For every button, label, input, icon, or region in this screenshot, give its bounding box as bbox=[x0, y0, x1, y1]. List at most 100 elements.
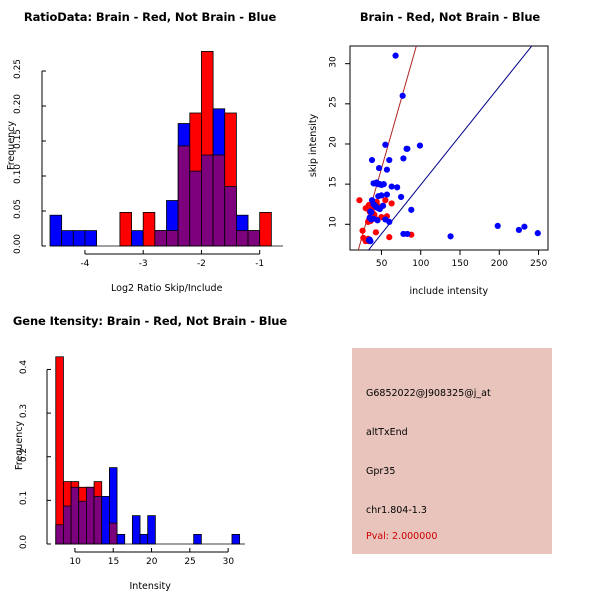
axis-tick-label: 20 bbox=[146, 557, 158, 567]
scatter-point bbox=[447, 233, 454, 240]
scatter-point bbox=[372, 229, 380, 236]
histogram-bar bbox=[139, 533, 149, 545]
axis-tick-label: -4 bbox=[80, 259, 90, 269]
histogram-bar-overlap bbox=[108, 522, 118, 545]
scatter-point bbox=[382, 197, 389, 204]
histogram-bar bbox=[72, 230, 86, 247]
histogram-bar-overlap bbox=[63, 505, 72, 545]
scatter-point bbox=[374, 217, 381, 224]
scatter-point bbox=[368, 209, 375, 216]
scatter-point bbox=[383, 166, 391, 173]
gene-intensity-panel: Gene Itensity: Brain - Red, Not Brain - … bbox=[0, 300, 300, 600]
intensity-scatter-title: Brain - Red, Not Brain - Blue bbox=[359, 10, 541, 24]
axis-tick-label: 15 bbox=[107, 557, 120, 567]
histogram-bar bbox=[147, 515, 156, 545]
histogram-bar bbox=[131, 515, 141, 545]
scatter-point bbox=[394, 184, 401, 191]
histogram-bar bbox=[55, 356, 64, 545]
histogram-bar-overlap bbox=[154, 230, 167, 247]
intensity-scatter-ylabel: skip intensity bbox=[307, 113, 319, 178]
histogram-bar bbox=[84, 230, 97, 247]
gene-intensity-xlabel: Intensity bbox=[129, 581, 171, 592]
histogram-bar bbox=[259, 211, 272, 247]
axis-tick-label: -3 bbox=[138, 259, 148, 269]
event-type-text: altTxEnd bbox=[366, 427, 408, 438]
scatter-point bbox=[386, 234, 393, 241]
ratio-histogram-panel: RatioData: Brain - Red, Not Brain - Blue… bbox=[0, 0, 300, 300]
axis-tick-label: 0.2 bbox=[19, 447, 30, 462]
scatter-point bbox=[534, 230, 541, 237]
pval-text: Pval: 2.000000 bbox=[366, 531, 438, 542]
histogram-bar-overlap bbox=[189, 170, 202, 247]
histogram-bar-overlap bbox=[247, 230, 261, 247]
axis-tick-label: 0.15 bbox=[13, 128, 24, 150]
gene-symbol-text: Gpr35 bbox=[366, 466, 396, 477]
axis-tick-label: 15 bbox=[328, 176, 339, 188]
scatter-point bbox=[368, 156, 376, 164]
ratio-histogram-xlabel: Log2 Ratio Skip/Include bbox=[111, 283, 223, 294]
axis-tick-label: 150 bbox=[451, 259, 469, 269]
scatter-point bbox=[386, 156, 393, 164]
scatter-point bbox=[392, 52, 399, 59]
scatter-point bbox=[416, 142, 424, 149]
intensity-scatter-xlabel: include intensity bbox=[409, 286, 489, 297]
histogram-bar-overlap bbox=[93, 496, 103, 545]
histogram-bar-overlap bbox=[235, 230, 249, 247]
histogram-bar-overlap bbox=[201, 154, 214, 247]
scatter-point bbox=[375, 164, 383, 172]
scatter-point bbox=[362, 205, 369, 212]
histogram-bar bbox=[193, 533, 202, 545]
scatter-point bbox=[521, 223, 528, 230]
locus-text: chr1.804-1.3 bbox=[366, 505, 427, 516]
histogram-bar bbox=[131, 230, 144, 247]
intensity-scatter-svg bbox=[345, 45, 549, 255]
histogram-bar-overlap bbox=[55, 524, 64, 545]
axis-tick-label: 0.25 bbox=[13, 58, 24, 80]
scatter-point bbox=[356, 197, 363, 204]
axis-tick-label: 25 bbox=[328, 96, 339, 108]
histogram-bar-overlap bbox=[70, 486, 80, 545]
axis-tick-label: 0.20 bbox=[13, 93, 24, 115]
histogram-bar-overlap bbox=[224, 186, 237, 247]
axis-tick-label: 0.00 bbox=[13, 233, 24, 255]
scatter-point bbox=[515, 226, 523, 234]
axis-tick-label: 0.1 bbox=[19, 491, 30, 506]
gene-intensity-svg bbox=[46, 356, 245, 553]
axis-tick-label: 50 bbox=[375, 259, 388, 269]
histogram-bar-overlap bbox=[78, 500, 87, 545]
scatter-point bbox=[386, 218, 393, 225]
axis-tick-label: 0.0 bbox=[19, 534, 30, 550]
axis-tick-label: 0.3 bbox=[19, 403, 30, 419]
scatter-point bbox=[367, 238, 374, 245]
histogram-bar-overlap bbox=[86, 486, 95, 545]
gene-intensity-ylabel: Frequency bbox=[13, 420, 25, 471]
scatter-point bbox=[380, 181, 387, 188]
scatter-point bbox=[408, 206, 415, 213]
axis-tick-label: 100 bbox=[412, 259, 430, 269]
axis-tick-label: 10 bbox=[328, 216, 339, 229]
histogram-bar bbox=[119, 211, 132, 247]
intensity-scatter-panel: Brain - Red, Not Brain - Blue skip inten… bbox=[300, 0, 600, 300]
histogram-bar bbox=[101, 496, 110, 545]
histogram-bar-overlap bbox=[212, 154, 226, 247]
scatter-point bbox=[399, 92, 406, 99]
histogram-bar bbox=[61, 230, 74, 247]
scatter-point bbox=[382, 141, 389, 148]
scatter-point bbox=[404, 230, 411, 238]
scatter-point bbox=[400, 155, 407, 162]
scatter-point bbox=[359, 227, 366, 234]
gene-intensity-title: Gene Itensity: Brain - Red, Not Brain - … bbox=[12, 314, 288, 328]
scatter-point bbox=[388, 200, 395, 207]
axis-tick-label: 0.4 bbox=[19, 360, 30, 375]
scatter-point bbox=[403, 145, 410, 152]
gene-info-panel: G6852022@J908325@j_at altTxEnd Gpr35 chr… bbox=[352, 348, 552, 554]
axis-tick-label: 30 bbox=[328, 55, 339, 68]
axis-tick-label: 10 bbox=[69, 557, 81, 567]
histogram-bar bbox=[49, 214, 63, 247]
axis-tick-label: 200 bbox=[490, 259, 508, 269]
scatter-point bbox=[378, 192, 385, 199]
axis-tick-label: 0.05 bbox=[13, 198, 24, 220]
axis-tick-label: 30 bbox=[222, 557, 235, 567]
scatter-point bbox=[397, 193, 405, 201]
histogram-bar bbox=[142, 211, 156, 247]
